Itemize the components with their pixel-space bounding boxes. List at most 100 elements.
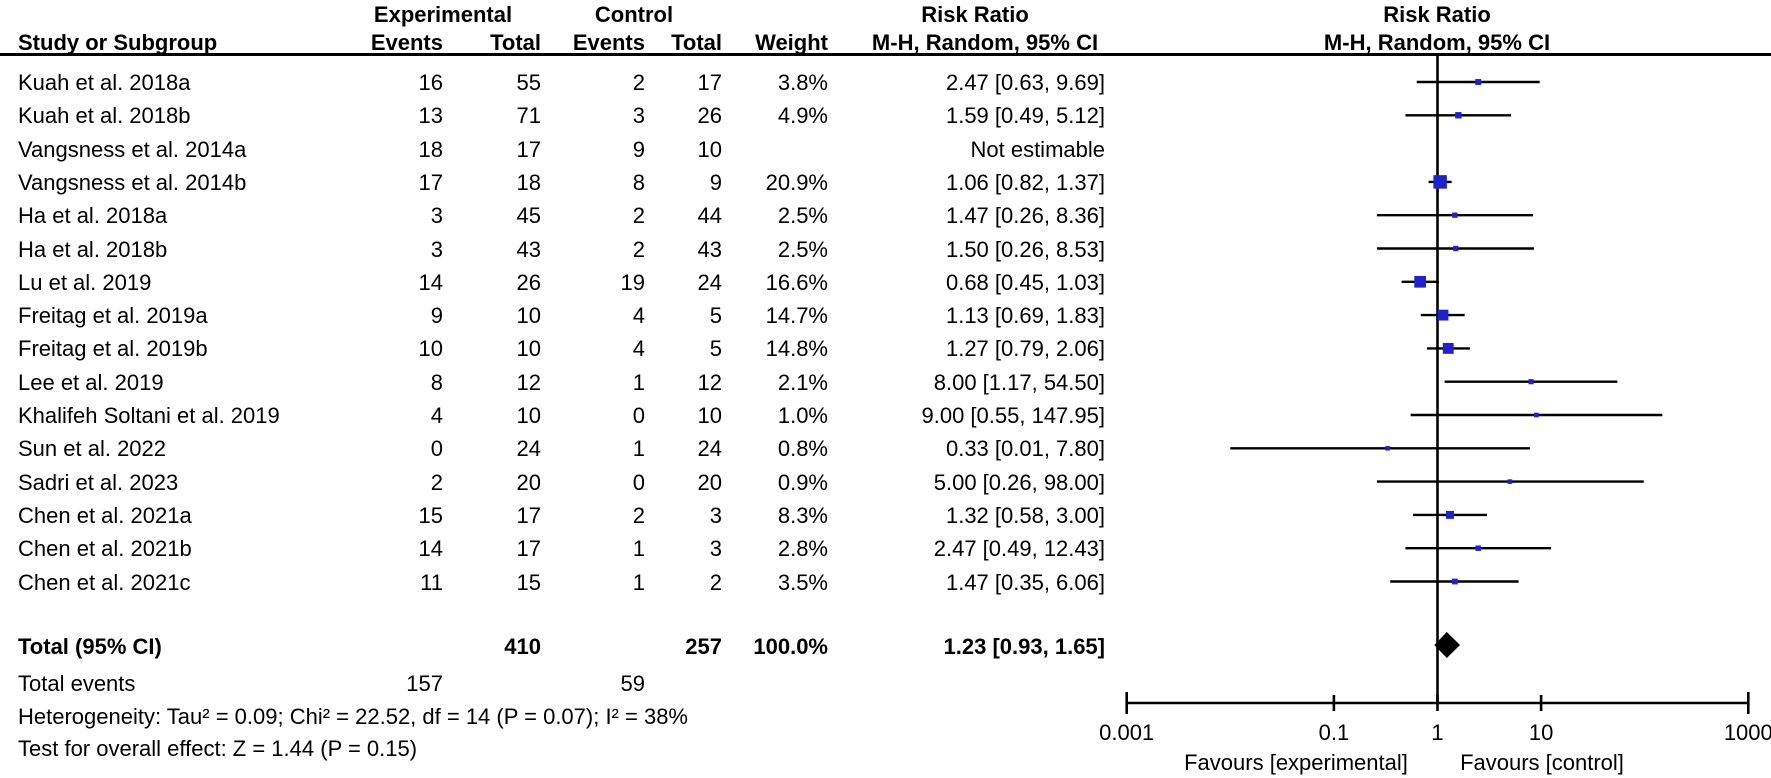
point-estimate-square	[1455, 112, 1462, 119]
study-weight: 4.9%	[777, 103, 828, 129]
study-exp-events: 11	[420, 569, 443, 595]
total-events-label: Total events	[18, 671, 136, 696]
study-exp-events: 4	[430, 403, 443, 428]
favours-control-label: Favours [control]	[1460, 750, 1624, 775]
study-name: Sadri et al. 2023	[18, 469, 179, 495]
study-weight: 16.6%	[765, 269, 828, 295]
study-rr-ci: Not estimable	[970, 136, 1105, 162]
study-ctl-total: 3	[709, 502, 722, 528]
header-mh-ci-right: M-H, Random, 95% CI	[1323, 30, 1551, 55]
study-exp-total: 10	[516, 403, 541, 428]
study-weight: 14.7%	[765, 303, 828, 329]
study-ctl-events: 2	[632, 502, 645, 528]
study-ctl-events: 1	[632, 436, 645, 462]
study-weight: 2.5%	[777, 203, 828, 229]
heterogeneity-text: Heterogeneity: Tau² = 0.09; Chi² = 22.52…	[18, 704, 688, 729]
study-ctl-total: 24	[697, 436, 722, 462]
study-weight: 2.1%	[777, 369, 828, 395]
header-mh-ci-left: M-H, Random, 95% CI	[871, 30, 1099, 55]
total-row-label: Total (95% CI)	[18, 634, 162, 659]
study-ctl-total: 2	[709, 569, 722, 595]
study-ctl-events: 1	[632, 536, 645, 562]
study-name: Lee et al. 2019	[18, 369, 164, 395]
study-weight: 20.9%	[765, 169, 828, 195]
study-exp-events: 2	[430, 469, 443, 495]
study-exp-total: 10	[516, 336, 541, 362]
study-ctl-events: 19	[620, 269, 645, 295]
point-estimate-square	[1442, 342, 1454, 354]
study-exp-total: 45	[516, 203, 541, 229]
point-estimate-square	[1446, 510, 1454, 519]
study-weight: 3.8%	[777, 70, 828, 95]
study-name: Khalifeh Soltani et al. 2019	[18, 403, 280, 428]
study-exp-total: 26	[516, 269, 541, 295]
total-ctl-n: 257	[685, 634, 722, 659]
header-events-experimental: Events	[370, 30, 443, 55]
study-rr-ci: 1.32 [0.58, 3.00]	[945, 502, 1105, 528]
study-ctl-total: 24	[697, 269, 722, 295]
study-weight: 14.8%	[765, 336, 828, 362]
study-rr-ci: 1.27 [0.79, 2.06]	[945, 336, 1105, 362]
header-events-control: Events	[572, 30, 645, 55]
study-exp-events: 14	[418, 269, 443, 295]
study-exp-events: 17	[418, 169, 443, 195]
study-ctl-events: 1	[632, 369, 645, 395]
total-weight: 100.0%	[753, 634, 828, 659]
study-name: Kuah et al. 2018b	[18, 103, 191, 129]
study-exp-total: 18	[516, 169, 541, 195]
study-name: Ha et al. 2018a	[18, 203, 168, 229]
study-exp-events: 16	[418, 70, 443, 95]
study-exp-events: 18	[418, 136, 443, 162]
axis-tick-label: 0.001	[1099, 720, 1155, 745]
study-exp-total: 15	[516, 569, 541, 595]
study-rr-ci: 1.06 [0.82, 1.37]	[945, 169, 1105, 195]
study-rr-ci: 1.59 [0.49, 5.12]	[945, 103, 1105, 129]
header-total-experimental: Total	[490, 30, 541, 55]
point-estimate-square	[1507, 479, 1513, 484]
study-exp-events: 10	[418, 336, 443, 362]
study-name: Chen et al. 2021b	[18, 536, 192, 562]
study-exp-total: 17	[516, 502, 541, 528]
study-ctl-total: 12	[697, 369, 722, 395]
study-name: Kuah et al. 2018a	[18, 70, 191, 95]
study-rr-ci: 9.00 [0.55, 147.95]	[921, 403, 1106, 428]
study-name: Sun et al. 2022	[18, 436, 167, 462]
point-estimate-square	[1534, 412, 1539, 418]
study-exp-total: 43	[516, 236, 541, 262]
study-exp-events: 9	[430, 303, 443, 329]
study-exp-total: 10	[516, 303, 541, 329]
study-exp-events: 0	[430, 436, 443, 462]
point-estimate-square	[1437, 309, 1449, 321]
study-ctl-events: 8	[632, 169, 645, 195]
study-name: Freitag et al. 2019a	[18, 303, 208, 329]
study-rr-ci: 1.13 [0.69, 1.83]	[945, 303, 1105, 329]
study-exp-events: 3	[430, 236, 443, 262]
study-name: Ha et al. 2018b	[18, 236, 168, 262]
favours-experimental-label: Favours [experimental]	[1184, 750, 1408, 775]
study-ctl-events: 4	[632, 336, 645, 362]
point-estimate-square	[1451, 578, 1458, 585]
study-ctl-events: 0	[632, 469, 645, 495]
study-exp-events: 8	[430, 369, 443, 395]
study-ctl-events: 2	[632, 236, 645, 262]
study-ctl-events: 3	[632, 103, 645, 129]
total-events-exp: 157	[406, 671, 443, 696]
study-ctl-events: 9	[632, 136, 645, 162]
study-rr-ci: 5.00 [0.26, 98.00]	[933, 469, 1105, 495]
study-weight: 3.5%	[777, 569, 828, 595]
header-risk-ratio-right: Risk Ratio	[1383, 2, 1491, 27]
study-ctl-total: 5	[709, 303, 722, 329]
point-estimate-square	[1414, 275, 1426, 288]
axis-tick-label: 1	[1431, 720, 1444, 745]
study-exp-events: 13	[418, 103, 443, 129]
study-exp-total: 12	[516, 369, 541, 395]
header-experimental: Experimental	[373, 2, 513, 27]
study-rr-ci: 0.33 [0.01, 7.80]	[945, 436, 1105, 462]
study-weight: 2.8%	[777, 536, 828, 562]
study-rr-ci: 1.50 [0.26, 8.53]	[945, 236, 1105, 262]
study-exp-events: 14	[418, 536, 443, 562]
study-exp-total: 55	[516, 70, 541, 95]
point-estimate-square	[1452, 212, 1458, 218]
header-total-control: Total	[671, 30, 722, 55]
